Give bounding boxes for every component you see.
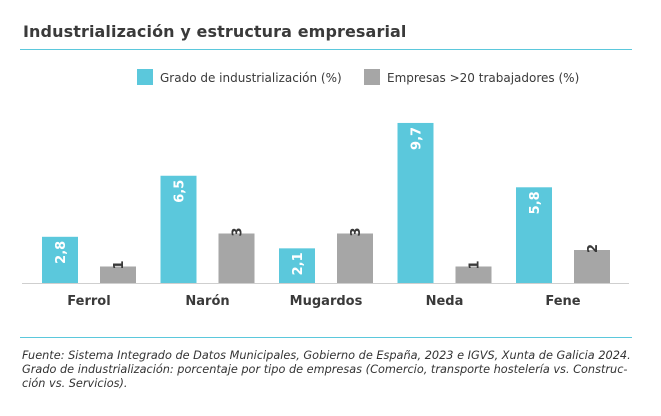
category-label-neda: Neda [426,294,464,309]
data-label-neda-series-1: 9,7 [410,127,425,150]
footnote-source: Fuente: Sistema Integrado de Datos Munic… [22,349,631,362]
data-label-fene-series-1: 5,8 [528,191,543,214]
legend-label-1: Grado de industrialización (%) [160,71,342,85]
data-label-mugardos-series-2: 3 [349,228,364,237]
bar-ferrol-series-2 [100,266,136,283]
bar-narón-series-2 [218,233,255,283]
data-label-narón-series-2: 3 [231,228,246,237]
legend-label-2: Empresas >20 trabajadores (%) [387,71,579,85]
footnote-definition-cont: ción vs. Servicios). [22,377,128,391]
bar-neda-series-1 [397,122,434,283]
bar-narón-series-1 [160,175,197,283]
data-label-fene-series-2: 2 [586,244,601,253]
bottom-divider [20,337,632,338]
category-label-ferrol: Ferrol [67,294,110,309]
data-label-ferrol-series-1: 2,8 [54,241,69,264]
category-label-narón: Narón [185,294,229,309]
legend-swatch-2 [364,69,380,85]
bar-mugardos-series-1 [279,248,315,283]
bar-neda-series-2 [455,266,492,283]
bar-fene-series-1 [516,187,552,283]
footnote-definition: Grado de industrialización: porcentaje p… [22,363,628,377]
bar-mugardos-series-2 [337,233,373,283]
footnote: Fuente: Sistema Integrado de Datos Munic… [22,349,647,392]
data-label-mugardos-series-1: 2,1 [291,252,306,275]
legend-swatch-1 [137,69,153,85]
category-label-fene: Fene [545,294,580,309]
category-label-mugardos: Mugardos [290,294,363,309]
data-label-ferrol-series-2: 1 [112,261,127,270]
bar-ferrol-series-1 [42,236,78,283]
chart-title: Industrialización y estructura empresari… [23,22,407,41]
top-divider [20,49,632,50]
data-label-narón-series-1: 6,5 [173,180,188,203]
bar-fene-series-2 [574,250,610,283]
data-label-neda-series-2: 1 [468,261,483,270]
